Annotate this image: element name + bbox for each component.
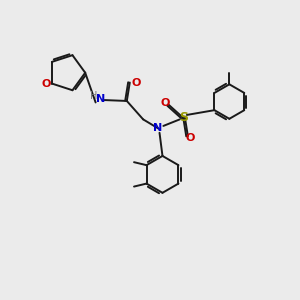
Text: O: O [160,98,170,108]
Text: H: H [89,91,97,101]
Text: N: N [96,94,106,104]
Text: N: N [153,123,163,133]
Text: O: O [185,133,194,143]
Text: S: S [179,111,188,124]
Text: O: O [131,77,140,88]
Text: O: O [42,79,51,88]
